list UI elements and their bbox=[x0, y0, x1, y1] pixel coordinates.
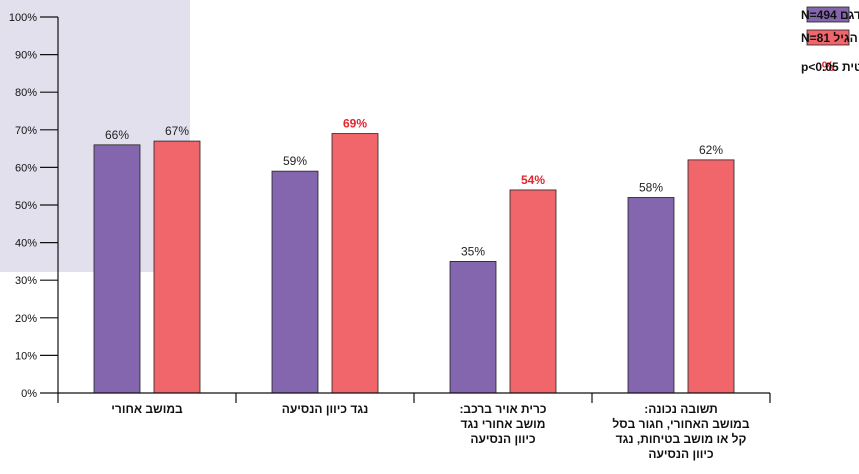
category-label-line: מושב אחורי נגד bbox=[461, 417, 546, 431]
legend-label-parents: הורים לילדים בשכבת הגיל N=81 bbox=[801, 31, 859, 45]
y-tick-label: 30% bbox=[15, 275, 37, 287]
category-label: תשובה נכונה: במושב האחורי, חגור בסל קל או … bbox=[612, 402, 749, 461]
bar-all-sample-3 bbox=[449, 260, 497, 394]
data-label: 67% bbox=[165, 124, 189, 138]
y-tick-label: 60% bbox=[15, 162, 37, 174]
category-label: במושב אחורי bbox=[111, 402, 183, 416]
data-label: 59% bbox=[283, 154, 307, 168]
category-label-line: תשובה נכונה: bbox=[644, 402, 718, 416]
data-label: 69% bbox=[343, 117, 367, 131]
bar-parents-2 bbox=[331, 133, 379, 394]
category-label-line: קל או מושב בטיחות, נגד bbox=[616, 432, 747, 446]
legend-swatch-all-sample bbox=[806, 6, 850, 23]
category-label: כרית אויר ברכב: מושב אחורי נגד כיוון הנסיע… bbox=[459, 402, 546, 446]
legend-label-all-sample: כלל המדגם N=494 bbox=[801, 8, 859, 22]
y-tick-label: 0% bbox=[21, 388, 37, 400]
y-tick-label: 80% bbox=[15, 87, 37, 99]
category-label-line: במושב אחורי bbox=[111, 402, 183, 416]
y-tick-label: 20% bbox=[15, 313, 37, 325]
legend-significance-symbol: % bbox=[822, 58, 835, 74]
bar-all-sample-2 bbox=[271, 170, 319, 394]
category-label-line: כיוון הנסיעה bbox=[648, 447, 713, 461]
bar-all-sample-4 bbox=[627, 197, 675, 394]
bar-all-sample-1 bbox=[93, 144, 141, 394]
data-label: 54% bbox=[521, 173, 545, 187]
y-tick-label: 70% bbox=[15, 125, 37, 137]
y-tick-label: 100% bbox=[9, 12, 37, 24]
category-label-line: נגד כיוון הנסיעה bbox=[282, 402, 369, 416]
y-tick-label: 40% bbox=[15, 238, 37, 250]
bar-parents-3 bbox=[509, 189, 557, 394]
legend-swatch-parents bbox=[806, 29, 850, 46]
category-label-line: כיוון הנסיעה bbox=[470, 432, 535, 446]
data-label: 62% bbox=[699, 143, 723, 157]
y-tick-label: 50% bbox=[15, 200, 37, 212]
y-tick-label: 90% bbox=[15, 50, 37, 62]
bar-parents-4 bbox=[687, 159, 735, 394]
data-label: 58% bbox=[639, 180, 663, 194]
bar-parents-1 bbox=[153, 140, 201, 394]
data-label: 66% bbox=[105, 128, 129, 142]
category-label-line: כרית אויר ברכב: bbox=[459, 402, 546, 416]
y-tick-label: 10% bbox=[15, 350, 37, 362]
category-label-line: במושב האחורי, חגור בסל bbox=[612, 417, 749, 431]
category-label: נגד כיוון הנסיעה bbox=[282, 402, 369, 416]
data-label: 35% bbox=[461, 244, 485, 258]
legend-significance-label: הבדלים מובהקים סטטיסטית p<0.05 bbox=[801, 60, 859, 74]
